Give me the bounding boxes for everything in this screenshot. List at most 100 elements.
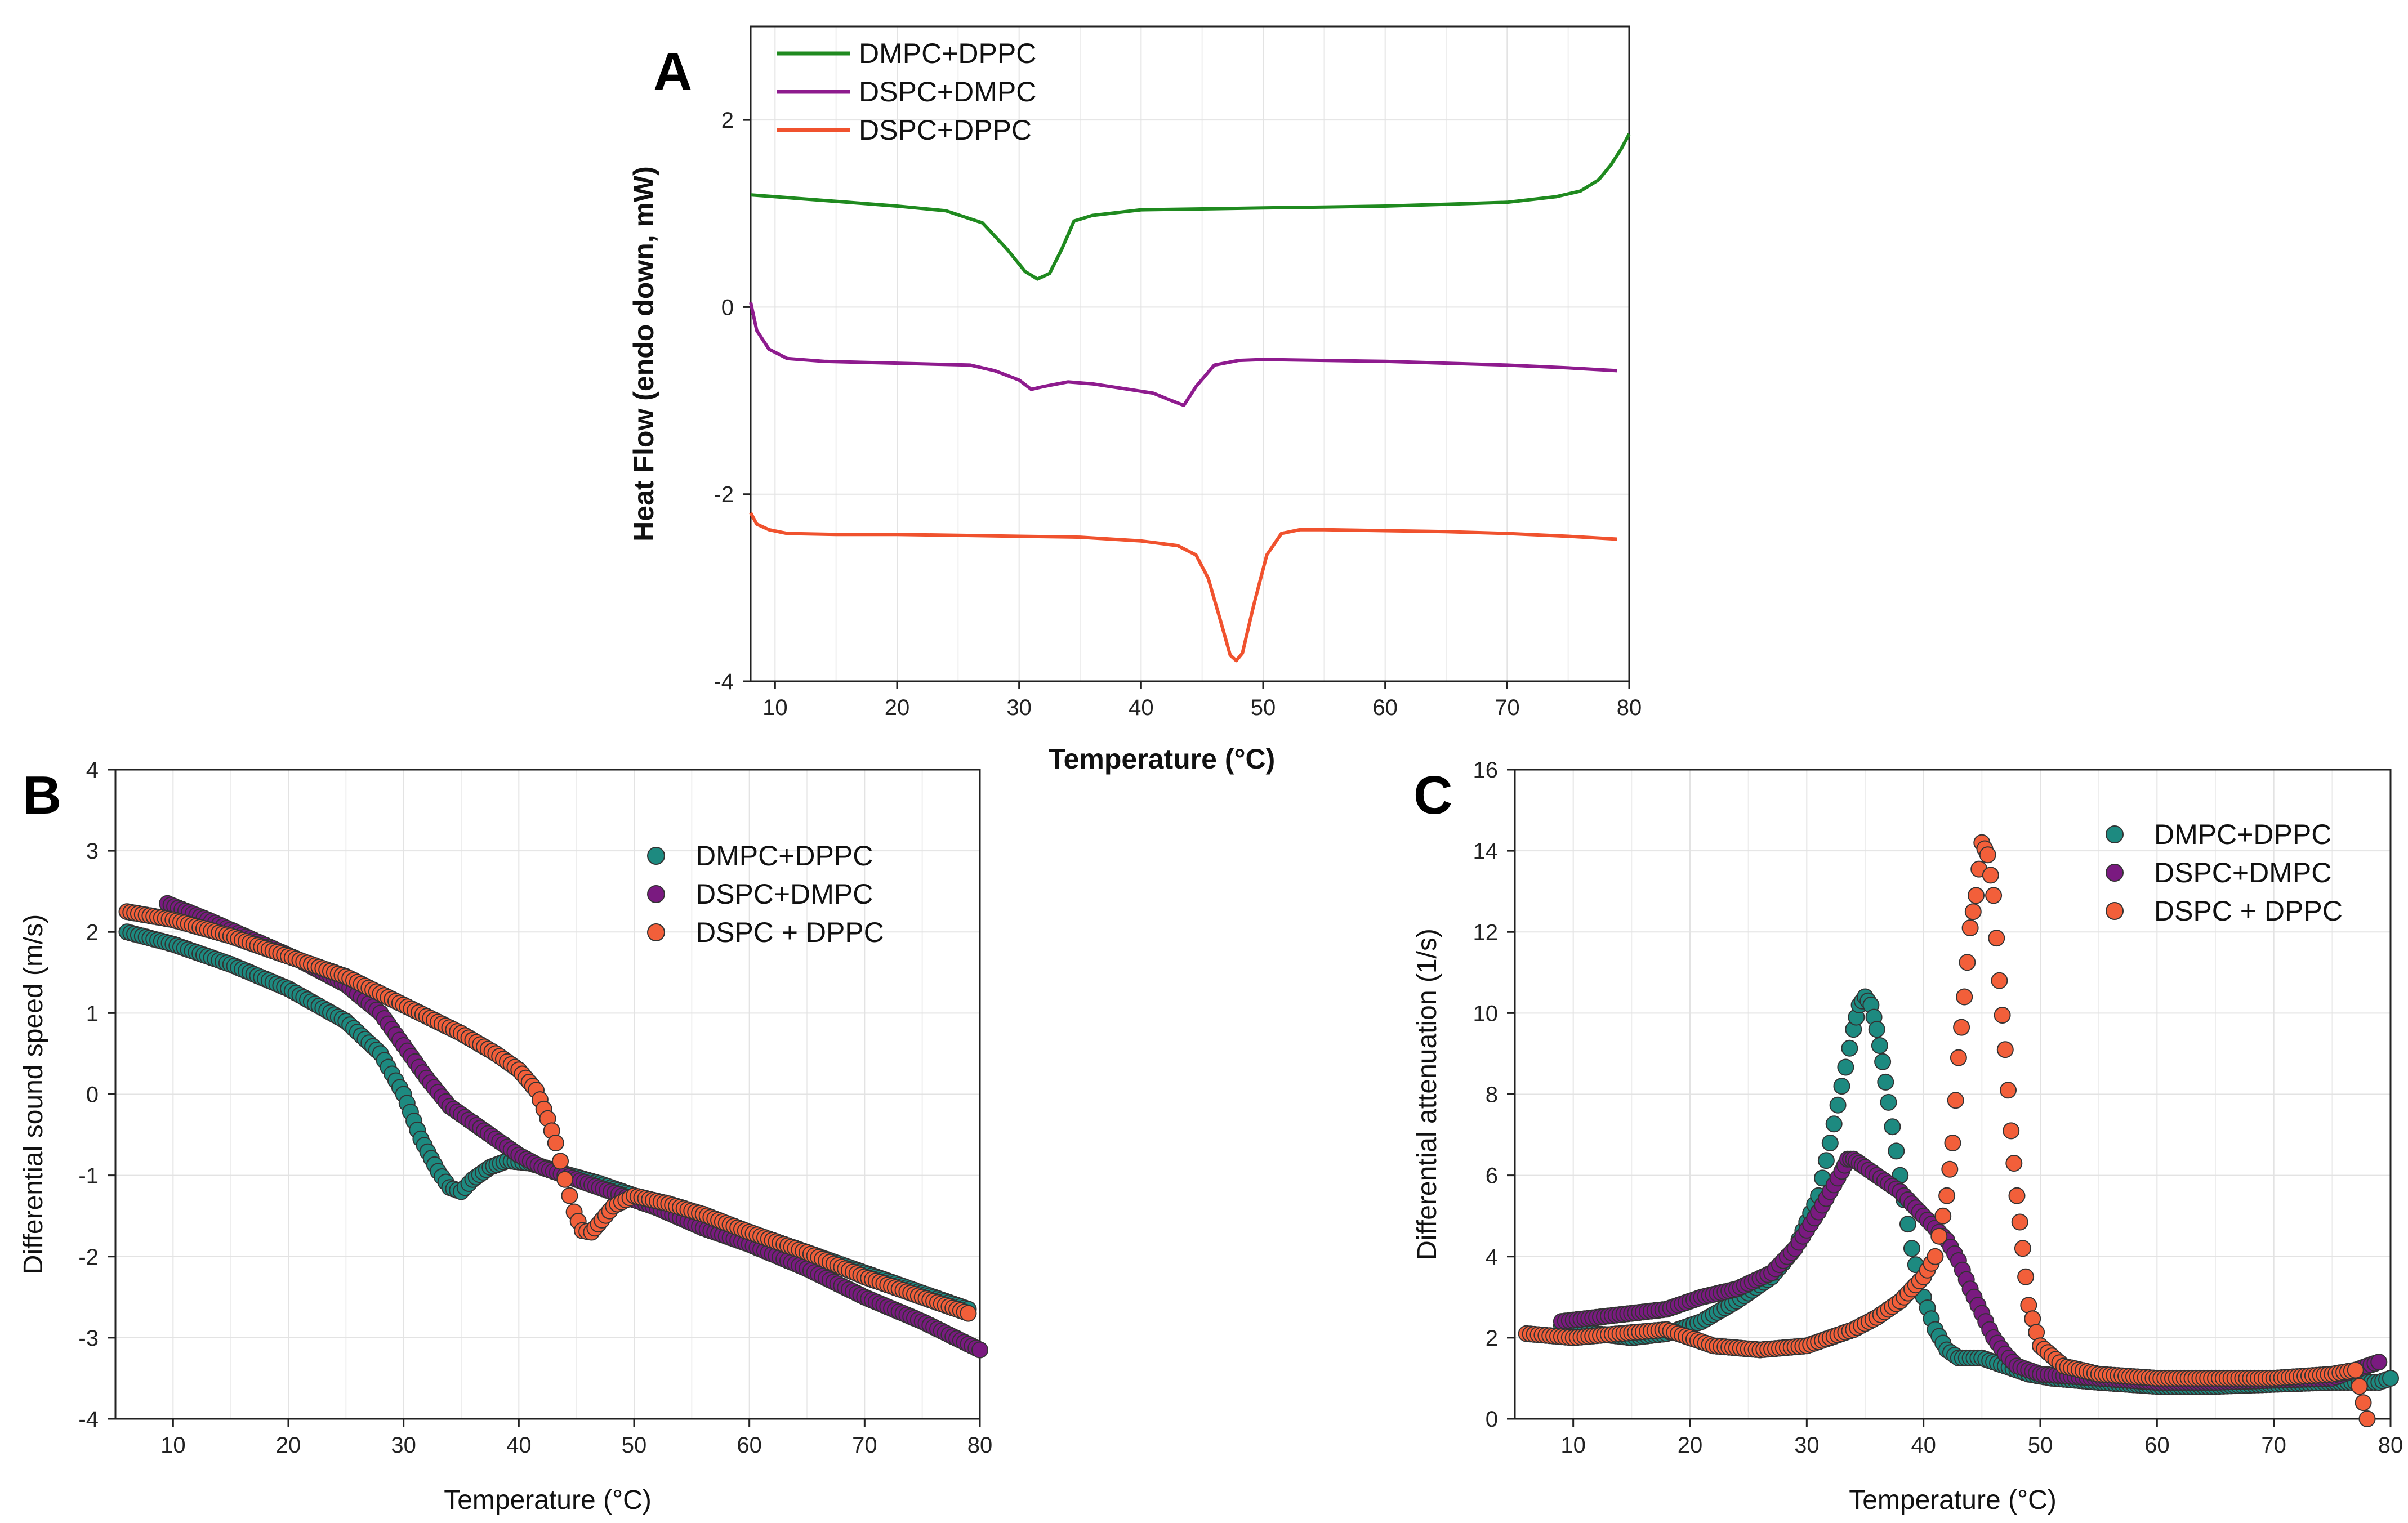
data-point [2005, 1155, 2023, 1172]
data-point [1874, 1053, 1892, 1070]
x-tick-label: 80 [2378, 1433, 2403, 1458]
series-line [749, 302, 1617, 407]
x-tick-label: 30 [1794, 1433, 1820, 1458]
y-axis-title: Differential attenuation (1/s) [1412, 928, 1442, 1260]
x-tick-label: 40 [506, 1433, 532, 1458]
x-tick-label: 70 [1495, 695, 1520, 720]
data-point [547, 1135, 564, 1151]
y-tick-label: 0 [721, 295, 734, 320]
x-tick-label: 20 [885, 695, 910, 720]
data-point [1953, 1019, 1970, 1036]
y-tick-label: -2 [714, 483, 734, 507]
legend-label: DMPC+DPPC [859, 38, 1036, 69]
panel-label: C [1413, 765, 1452, 825]
x-tick-label: 60 [737, 1433, 762, 1458]
chart-panel-a: 10 20 30 40 50 60 70 80 -4 -2 0 2 Temperature (°C) He… [628, 25, 1642, 775]
x-tick-label: 50 [622, 1433, 647, 1458]
y-tick-label: 16 [1473, 758, 1499, 783]
data-point [1817, 1152, 1835, 1169]
y-tick-label: 14 [1473, 839, 1499, 864]
data-point [556, 1171, 574, 1188]
data-point [1996, 1041, 2014, 1058]
data-point [971, 1341, 988, 1359]
series-line [749, 512, 1617, 663]
data-point [2017, 1268, 2035, 1285]
series-dspc+dmpc [749, 302, 1617, 407]
legend-label: DSPC+DPPC [859, 114, 1032, 146]
x-tick-label: 60 [1372, 695, 1398, 720]
legend-label: DMPC+DPPC [695, 840, 873, 872]
data-point [1829, 1096, 1847, 1114]
x-tick-label: 80 [967, 1433, 993, 1458]
series-dspc+dppc [118, 903, 977, 1322]
series-dmpc+dppc [750, 133, 1631, 281]
data-point [2014, 1240, 2031, 1257]
y-tick-label: 0 [86, 1083, 99, 1107]
data-point [2358, 1410, 2376, 1427]
data-point [552, 1153, 569, 1170]
data-point [1899, 1216, 1916, 1233]
x-axis-title: Temperature (°C) [444, 1485, 652, 1515]
data-point [1927, 1248, 1944, 1265]
data-point [1991, 972, 2008, 989]
series-line [750, 133, 1631, 281]
data-point [1941, 1160, 1959, 1178]
panel-label: B [23, 765, 61, 825]
chart-panel-b: 10 20 30 40 50 60 70 80 -4 -3 -2 -1 0 1 2 3 4 Temperature… [19, 758, 992, 1515]
x-tick-label: 80 [1617, 695, 1642, 720]
chart-panel-c: 10 20 30 40 50 60 70 80 0 2 4 6 8 10 12 14 16 Temperature… [1412, 758, 2403, 1515]
data-point [2351, 1378, 2368, 1395]
legend-swatch [2106, 825, 2124, 843]
y-tick-label: 4 [1486, 1245, 1498, 1270]
y-axis-title: Heat Flow (endo down, mW) [628, 166, 659, 542]
data-point [1837, 1058, 1854, 1076]
x-axis-title: Temperature (°C) [1849, 1485, 2057, 1515]
x-tick-label: 20 [1678, 1433, 1703, 1458]
data-point [1944, 1135, 1961, 1151]
legend-swatch [2106, 864, 2124, 882]
data-point [2382, 1369, 2399, 1387]
x-tick-label: 10 [762, 695, 788, 720]
data-point [1988, 930, 2005, 947]
data-point [1841, 1039, 1858, 1057]
data-point [2355, 1394, 2372, 1412]
x-tick-label: 30 [1006, 695, 1032, 720]
data-point [2003, 1122, 2020, 1140]
data-point [2000, 1082, 2017, 1099]
x-tick-label: 50 [1251, 695, 1276, 720]
data-point [1930, 1227, 1948, 1245]
panel-label: A [653, 42, 692, 102]
y-tick-label: -1 [78, 1164, 99, 1189]
y-tick-label: 4 [86, 758, 99, 783]
plot-frame [750, 25, 1630, 682]
data-point [1982, 867, 1999, 884]
data-point [1950, 1049, 1967, 1066]
legend-label: DSPC+DMPC [695, 878, 873, 910]
x-tick-label: 10 [160, 1433, 186, 1458]
data-point [2347, 1361, 2364, 1379]
data-point [1985, 887, 2003, 904]
series-dspc+dmpc [159, 895, 988, 1359]
data-point [1821, 1135, 1839, 1151]
data-point [1871, 1037, 1888, 1054]
data-point [1994, 1007, 2011, 1024]
data-point [561, 1187, 578, 1204]
data-point [1825, 1115, 1843, 1133]
x-tick-label: 60 [2144, 1433, 2170, 1458]
data-point [2370, 1354, 2388, 1371]
legend-swatch [2106, 902, 2124, 920]
data-point [1964, 903, 1982, 921]
legend-label: DSPC+DMPC [859, 76, 1036, 108]
x-tick-label: 70 [852, 1433, 877, 1458]
y-tick-label: 3 [86, 839, 99, 864]
data-point [1959, 954, 1976, 971]
y-tick-label: 1 [86, 1001, 99, 1026]
legend: DMPC+DPPC DSPC+DMPC DSPC + DPPC [2106, 819, 2343, 927]
legend: DMPC+DPPC DSPC+DMPC DSPC + DPPC [647, 840, 884, 948]
data-point [1938, 1187, 1956, 1204]
data-point [1833, 1078, 1850, 1095]
legend-swatch [647, 885, 665, 903]
y-tick-label: 2 [86, 920, 99, 945]
y-tick-label: 6 [1486, 1164, 1498, 1189]
